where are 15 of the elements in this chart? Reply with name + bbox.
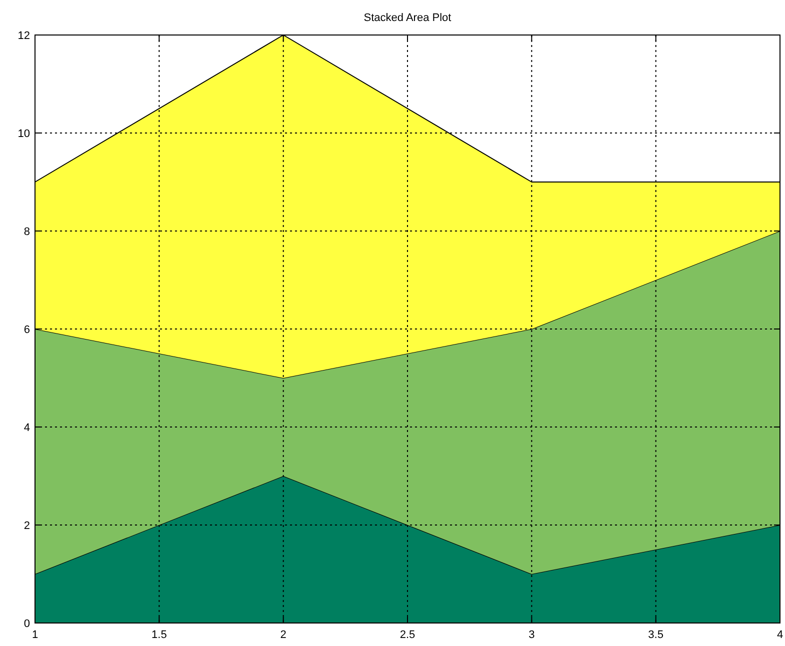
- y-tick-label: 0: [24, 618, 30, 630]
- x-tick-label: 1.5: [152, 629, 167, 641]
- y-tick-label: 6: [24, 324, 30, 336]
- x-tick-label: 2: [280, 629, 286, 641]
- chart-title: Stacked Area Plot: [364, 12, 452, 24]
- y-tick-label: 10: [18, 128, 30, 140]
- x-tick-label: 2.5: [400, 629, 416, 641]
- y-tick-label: 8: [24, 226, 30, 238]
- x-tick-label: 3: [528, 629, 535, 641]
- x-tick-label: 1: [32, 629, 38, 641]
- y-tick-label: 2: [24, 520, 30, 532]
- y-tick-label: 4: [24, 422, 30, 434]
- x-tick-label: 4: [776, 629, 784, 641]
- x-tick-label: 3.5: [648, 629, 664, 641]
- y-tick-label: 12: [18, 30, 30, 42]
